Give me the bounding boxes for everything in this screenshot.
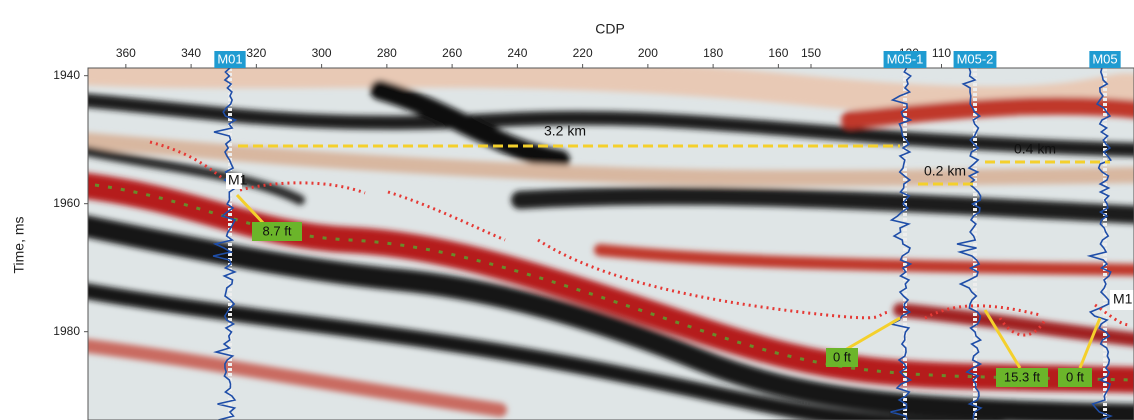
- well-label: M05: [1092, 51, 1117, 66]
- y-axis-title: Time, ms: [11, 216, 27, 273]
- x-tick-label: 260: [442, 46, 462, 60]
- distance-label: 0.4 km: [1014, 141, 1056, 157]
- thickness-label: 8.7 ft: [263, 223, 292, 238]
- horizon-label: M1: [228, 172, 248, 188]
- y-tick-label: 1940: [53, 68, 80, 82]
- distance-label: 3.2 km: [544, 123, 586, 139]
- seismic-image: [80, 68, 1134, 420]
- x-tick-label: 340: [181, 46, 201, 60]
- x-tick-label: 280: [377, 46, 397, 60]
- distance-label: 0.2 km: [924, 163, 966, 179]
- x-tick-label: 200: [638, 46, 658, 60]
- x-tick-label: 240: [507, 46, 527, 60]
- chart: CDP Time, ms 3.2 km 0.2 km 0.4 km M1 M1 …: [0, 0, 1134, 420]
- horizon-label: M1: [1113, 291, 1133, 307]
- y-tick-label: 1960: [53, 196, 80, 210]
- well-label: M01: [217, 51, 242, 66]
- x-tick-label: 180: [703, 46, 723, 60]
- x-tick-label: 300: [312, 46, 332, 60]
- thickness-label: 0 ft: [833, 349, 851, 364]
- x-axis-title: CDP: [595, 21, 625, 37]
- x-tick-label: 160: [768, 46, 788, 60]
- x-tick-label: 320: [246, 46, 266, 60]
- well-label: M05-2: [957, 51, 994, 66]
- x-tick-label: 110: [932, 46, 951, 60]
- y-tick-label: 1980: [53, 324, 80, 338]
- thickness-label: 15.3 ft: [1004, 369, 1041, 384]
- thickness-label: 0 ft: [1066, 369, 1084, 384]
- x-tick-label: 360: [116, 46, 136, 60]
- x-tick-label: 150: [801, 46, 821, 60]
- well-label: M05-1: [887, 51, 924, 66]
- x-tick-label: 220: [573, 46, 593, 60]
